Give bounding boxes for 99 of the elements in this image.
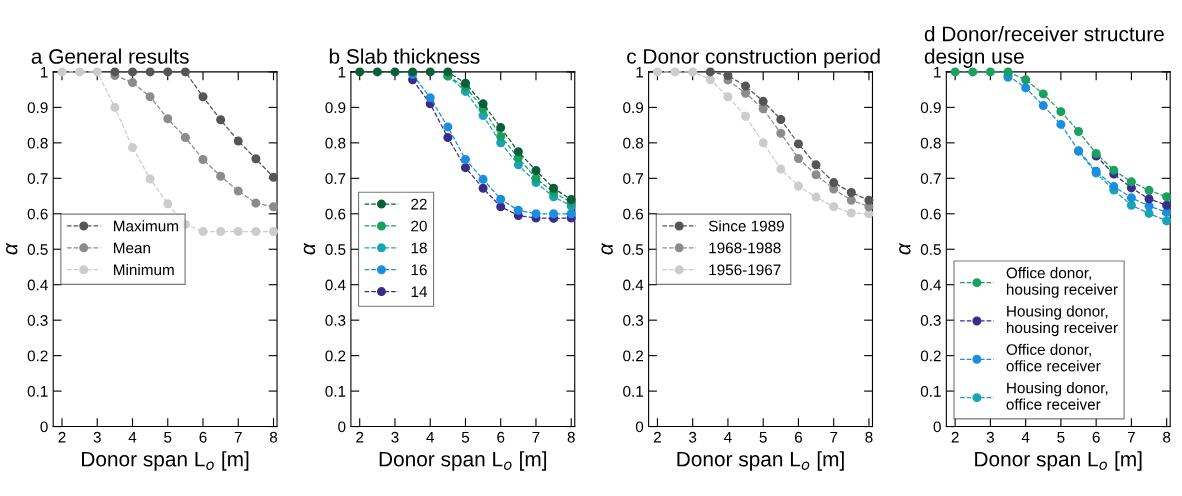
x-tick-label: 2 <box>653 431 661 443</box>
y-tick-label: 0.6 <box>325 208 346 220</box>
y-tick-label: 0 <box>338 421 346 433</box>
x-tick-label: 5 <box>164 431 172 443</box>
x-axis-title: Donor span L$_{o}$ [m] <box>975 451 1142 471</box>
x-axis-title: Donor span L$_{o}$ [m] <box>677 451 844 471</box>
y-tick-label: 0.7 <box>325 173 346 184</box>
y-tick-label: 0.8 <box>27 137 48 149</box>
legend-label: Housing donor, office receiver <box>1006 382 1108 410</box>
chart-title: a General results <box>31 48 189 64</box>
x-tick-label: 6 <box>1092 431 1100 443</box>
x-tick-label: 6 <box>497 431 505 443</box>
y-tick-label: 0 <box>635 421 644 433</box>
y-tick-label: 0.1 <box>27 385 48 397</box>
legend-label: Housing donor, housing receiver <box>1006 305 1118 337</box>
y-tick-label: 1 <box>41 66 48 78</box>
legend-label: 1956-1967 <box>709 264 781 276</box>
y-tick-label: 0.5 <box>623 244 644 255</box>
y-tick-label: 0.2 <box>920 350 941 362</box>
y-tick-label: 0.6 <box>920 208 941 220</box>
legend-label: 20 <box>411 220 427 232</box>
y-tick-label: 0.8 <box>623 137 644 149</box>
x-tick-label: 6 <box>794 431 803 443</box>
y-tick-label: 0.9 <box>325 102 346 114</box>
legend-label: 22 <box>411 198 427 210</box>
y-tick-label: 0 <box>40 421 48 433</box>
y-tick-label: 1 <box>338 66 346 78</box>
y-tick-label: 0.1 <box>920 385 941 397</box>
y-tick-label: 0.8 <box>325 137 346 149</box>
y-tick-label: 0.6 <box>27 208 48 220</box>
legend-label: 14 <box>411 286 428 297</box>
y-tick-label: 0.2 <box>325 350 346 362</box>
y-tick-label: 0.7 <box>623 173 643 184</box>
y-tick-label: 1 <box>636 66 644 78</box>
y-axis-title: α <box>303 242 316 255</box>
y-tick-label: 0.5 <box>27 244 48 255</box>
legend-label: Mean <box>114 242 150 254</box>
legend-label: Since 1989 <box>708 220 784 232</box>
y-tick-label: 0.9 <box>920 102 941 114</box>
legend-label: 18 <box>411 242 427 254</box>
y-tick-label: 0.3 <box>325 315 346 326</box>
y-tick-label: 0 <box>933 421 941 433</box>
x-tick-label: 6 <box>199 431 207 443</box>
legend-label: 1968-1988 <box>709 242 781 254</box>
x-tick-label: 4 <box>1021 431 1030 443</box>
chart-title: d Donor/receiver structure design use <box>924 26 1164 68</box>
x-axis-title: Donor span L$_{o}$ [m] <box>379 451 547 471</box>
legend-label: Office donor, office receiver <box>1006 343 1101 372</box>
legend-label: Maximum <box>114 220 178 232</box>
x-tick-label: 4 <box>128 431 137 443</box>
x-tick-label: 3 <box>391 431 399 443</box>
x-tick-label: 5 <box>759 431 767 443</box>
x-tick-label: 7 <box>1127 431 1135 443</box>
x-tick-label: 3 <box>93 431 101 443</box>
chart-title: c Donor construction period <box>627 48 880 68</box>
legend-label: Minimum <box>114 264 174 276</box>
y-tick-label: 0.1 <box>325 385 346 397</box>
x-tick-label: 8 <box>567 431 575 443</box>
y-tick-label: 0.3 <box>27 315 48 326</box>
x-tick-label: 7 <box>830 431 838 443</box>
x-tick-label: 7 <box>234 431 242 443</box>
x-tick-label: 5 <box>1057 431 1065 443</box>
y-tick-label: 0.4 <box>325 279 346 291</box>
x-axis-title: Donor span L$_{o}$ [m] <box>82 451 249 471</box>
x-tick-label: 5 <box>461 431 470 443</box>
y-axis-title: α <box>6 242 18 255</box>
y-tick-label: 1 <box>934 66 941 78</box>
y-tick-label: 0.1 <box>623 385 644 397</box>
x-tick-label: 3 <box>689 431 697 443</box>
y-axis-title: α <box>899 242 911 255</box>
x-tick-label: 2 <box>58 431 66 443</box>
legend-label: Office donor, housing receiver <box>1006 267 1118 298</box>
y-tick-label: 0.4 <box>623 279 644 291</box>
y-tick-label: 0.2 <box>27 350 48 362</box>
y-tick-label: 0.8 <box>920 137 941 149</box>
y-tick-label: 0.7 <box>920 173 941 184</box>
x-tick-label: 8 <box>865 431 873 443</box>
x-tick-label: 4 <box>724 431 732 443</box>
legend-label: 16 <box>411 264 427 276</box>
x-tick-label: 2 <box>356 431 364 443</box>
x-tick-label: 8 <box>269 431 278 443</box>
y-tick-label: 0.4 <box>27 279 48 291</box>
y-tick-label: 0.5 <box>325 244 346 255</box>
y-tick-label: 0.2 <box>623 350 643 362</box>
x-tick-label: 4 <box>426 431 435 443</box>
x-tick-label: 7 <box>532 431 540 443</box>
y-tick-label: 0.3 <box>623 315 644 326</box>
x-tick-label: 8 <box>1163 431 1171 443</box>
chart-title: b Slab thickness <box>329 48 480 64</box>
y-tick-label: 0.4 <box>920 279 942 291</box>
y-axis-title: α <box>601 242 613 255</box>
y-tick-label: 0.9 <box>27 102 48 114</box>
y-tick-label: 0.3 <box>920 315 941 326</box>
y-tick-label: 0.7 <box>27 173 48 184</box>
y-tick-label: 0.9 <box>623 102 644 114</box>
x-tick-label: 3 <box>986 431 994 443</box>
y-tick-label: 0.5 <box>920 244 941 255</box>
y-tick-label: 0.6 <box>623 208 644 220</box>
x-tick-label: 2 <box>951 431 959 443</box>
